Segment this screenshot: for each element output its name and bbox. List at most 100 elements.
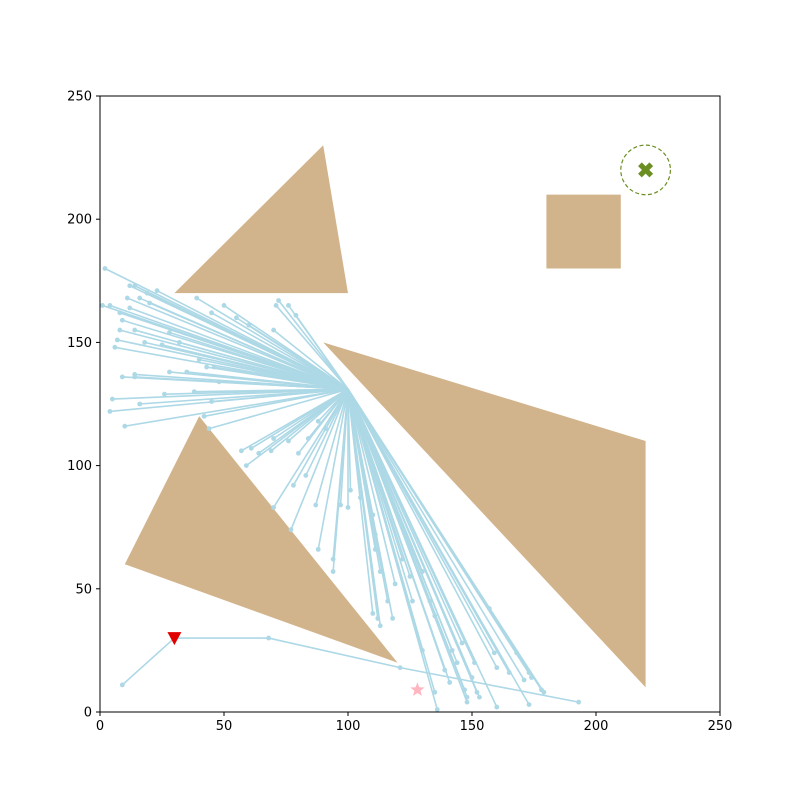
tree-node	[238, 448, 244, 454]
plot-frame	[99, 95, 721, 713]
obstacle-left-triangle	[124, 416, 398, 663]
tree-edge	[199, 358, 349, 391]
tree-node	[243, 463, 249, 468]
tree-node	[196, 357, 202, 363]
tree-edge	[194, 388, 349, 393]
tree-node	[526, 670, 532, 675]
tree-node	[209, 310, 215, 316]
tree-node	[313, 502, 319, 508]
tree-node	[330, 556, 336, 562]
tree-edge	[347, 388, 468, 703]
tree-node	[464, 694, 470, 700]
extra-edge	[121, 637, 175, 686]
x-tick-label: 200	[584, 719, 609, 734]
y-axis: 0 50 100 150 200 250	[67, 90, 100, 721]
tree-edge	[161, 344, 349, 390]
tree-node	[191, 389, 197, 395]
tree-node	[248, 445, 254, 451]
tree-node	[459, 640, 465, 646]
tree-node	[377, 623, 383, 629]
tree-node	[167, 369, 172, 375]
tree-node	[271, 436, 276, 441]
tree-node	[370, 611, 376, 616]
tree-layer	[100, 266, 547, 712]
tree-edge	[156, 289, 349, 390]
tree-node	[447, 680, 453, 685]
tree-edge	[129, 307, 349, 390]
tree-node	[296, 450, 301, 456]
tree-edge	[347, 389, 439, 710]
tree-edge	[317, 388, 349, 422]
tree-edge	[314, 389, 349, 506]
tree-node	[526, 702, 532, 708]
tree-node	[494, 704, 500, 710]
tree-node	[462, 687, 467, 693]
path-node	[397, 665, 403, 671]
y-tick-label: 100	[67, 459, 92, 474]
tree-node	[291, 482, 296, 488]
tree-node	[345, 505, 351, 510]
tree-edge	[218, 381, 349, 391]
tree-node	[119, 317, 125, 323]
goal-region	[620, 144, 671, 196]
tree-edge	[204, 388, 349, 418]
tree-node	[372, 532, 378, 537]
tree-edge	[347, 389, 396, 585]
start-marker	[167, 632, 182, 646]
tree-node	[132, 283, 138, 289]
tree-edge	[347, 388, 545, 693]
obstacle-upper-triangle	[174, 145, 348, 294]
tree-edge	[124, 388, 349, 427]
tree-node	[132, 327, 138, 333]
goal-marker	[638, 162, 654, 178]
tree-edge	[317, 389, 349, 550]
tree-node	[110, 396, 115, 402]
tree-node	[127, 283, 133, 289]
obstacle-square	[546, 194, 621, 269]
tree-edge	[277, 300, 349, 390]
tree-node	[273, 303, 279, 308]
tree-node	[427, 598, 433, 604]
tree-node	[449, 648, 455, 653]
tree-edge	[179, 341, 349, 390]
tree-node	[286, 303, 291, 308]
tree-node	[276, 298, 281, 303]
tree-node	[117, 310, 123, 316]
tree-node	[286, 438, 291, 444]
tree-node	[432, 689, 438, 695]
tree-node	[474, 689, 480, 695]
tree-node	[137, 401, 143, 407]
tree-node	[159, 342, 165, 348]
obstacles-layer	[124, 145, 646, 688]
tree-node	[372, 546, 378, 552]
goal-marker-bar	[638, 162, 654, 178]
x-tick-label: 100	[336, 719, 361, 734]
tree-node	[407, 574, 413, 579]
tree-node	[117, 327, 123, 333]
tree-node	[323, 426, 329, 432]
tree-node	[204, 364, 210, 370]
tree-node	[142, 340, 148, 345]
tree-node	[102, 266, 108, 271]
tree-node	[494, 665, 500, 671]
x-axis: 0 50 100 150 200 250	[96, 712, 732, 734]
sample-star-marker	[410, 682, 425, 696]
tree-edge	[211, 312, 349, 390]
tree-node	[246, 322, 252, 328]
tree-edge	[208, 388, 349, 430]
tree-edge	[347, 389, 394, 619]
tree-node	[268, 448, 274, 454]
tree-node	[491, 650, 497, 656]
tree-edge	[213, 366, 349, 391]
tree-node	[167, 330, 172, 335]
tree-edge	[347, 388, 498, 669]
tree-node	[100, 303, 105, 308]
tree-node	[154, 288, 160, 294]
tree-node	[434, 707, 440, 712]
tree-node	[464, 699, 470, 705]
tree-node	[330, 569, 336, 574]
tree-node	[305, 436, 311, 441]
tree-node	[392, 581, 398, 587]
x-tick-label: 0	[96, 719, 104, 734]
